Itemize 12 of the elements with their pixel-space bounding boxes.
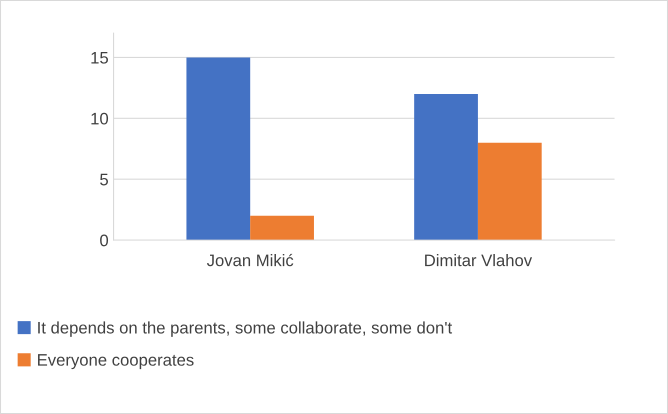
- legend-label: Everyone cooperates: [38, 354, 194, 370]
- x-tick-label: Jovan Mikić: [206, 254, 294, 266]
- y-tick-label: 5: [100, 174, 108, 186]
- legend-label: It depends on the parents, some collaborate, some don't: [38, 321, 452, 337]
- x-tick-label: Dimitar Vlahov: [425, 254, 532, 266]
- y-tick-label: 15: [91, 52, 108, 64]
- bar: [478, 142, 542, 240]
- y-tick-label: 10: [91, 112, 108, 125]
- bar: [414, 94, 478, 240]
- bar: [186, 57, 250, 240]
- y-tick-label: 0: [100, 234, 108, 246]
- bar: [250, 216, 314, 240]
